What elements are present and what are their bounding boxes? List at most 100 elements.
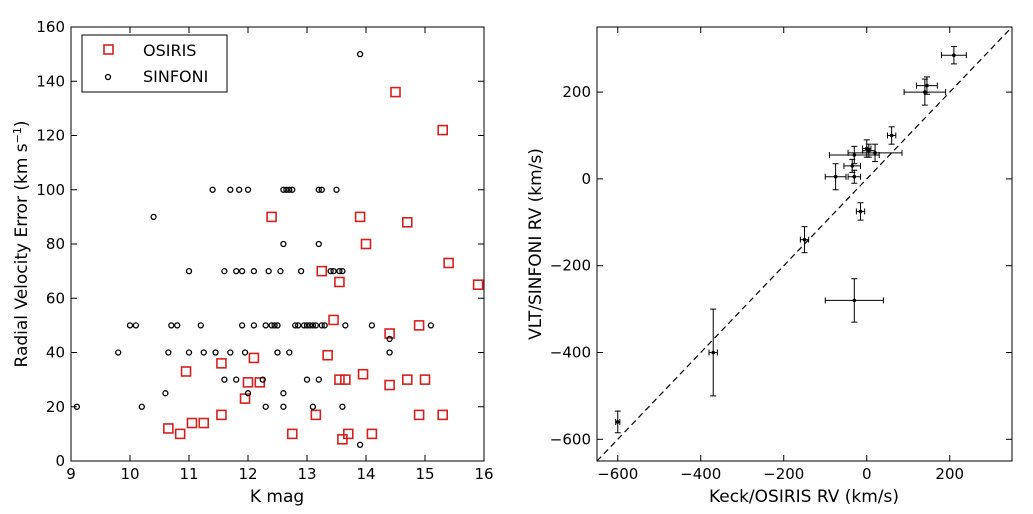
sinfoni-point bbox=[233, 267, 240, 275]
osiris-point bbox=[384, 328, 395, 339]
legend-sinfoni-label: SINFONI bbox=[143, 67, 208, 86]
sinfoni-point bbox=[356, 441, 364, 448]
sinfoni-point bbox=[327, 267, 334, 275]
right-comparison-panel: −600 −400 −200 0 200 −600 −400 −200 0 200 Keck/OS… bbox=[526, 26, 1013, 507]
errorbar-point bbox=[847, 169, 862, 184]
sinfoni-point bbox=[197, 322, 204, 329]
sinfoni-point bbox=[238, 322, 246, 329]
sinfoni-point bbox=[339, 267, 346, 275]
data-point bbox=[850, 164, 855, 168]
legend-sinfoni-marker bbox=[104, 73, 112, 81]
right-x-tick-label: −400 bbox=[680, 465, 721, 483]
errorbar-point bbox=[824, 163, 847, 191]
sinfoni-point bbox=[280, 186, 287, 193]
errorbar-point bbox=[855, 202, 866, 221]
osiris-point bbox=[390, 86, 401, 98]
left-y-axis-label-unit-exp: −1 bbox=[11, 127, 24, 143]
left-y-tick-label: 20 bbox=[46, 398, 65, 416]
errorbar-point bbox=[940, 46, 967, 65]
legend-osiris-marker bbox=[103, 44, 114, 55]
sinfoni-point bbox=[300, 322, 308, 329]
sinfoni-point bbox=[309, 403, 317, 410]
left-x-tick-label: 14 bbox=[356, 465, 375, 483]
errorbar-point bbox=[847, 143, 903, 163]
right-x-axis-label: Keck/OSIRIS RV (km/s) bbox=[709, 487, 899, 507]
left-y-tick-label: 80 bbox=[46, 235, 65, 253]
sinfoni-point bbox=[185, 349, 193, 356]
osiris-point bbox=[334, 276, 345, 288]
left-x-tick-label: 16 bbox=[474, 465, 493, 483]
sinfoni-point bbox=[227, 349, 234, 356]
osiris-point bbox=[216, 358, 227, 369]
left-y-axis-label-end: ) bbox=[12, 120, 32, 127]
sinfoni-point bbox=[333, 186, 340, 193]
legend-osiris-label: OSIRIS bbox=[143, 41, 196, 60]
sinfoni-point bbox=[138, 403, 145, 410]
osiris-point bbox=[472, 279, 484, 290]
sinfoni-point bbox=[235, 186, 243, 193]
legend: OSIRIS SINFONI bbox=[81, 34, 228, 93]
right-y-tick-label: 0 bbox=[581, 170, 591, 188]
errorbar-point bbox=[614, 410, 621, 434]
right-axis-ticks: −600 −400 −200 0 200 −600 −400 −200 0 200 bbox=[550, 27, 1012, 483]
sinfoni-point bbox=[265, 267, 272, 275]
sinfoni-point bbox=[292, 322, 299, 329]
sinfoni-point bbox=[356, 50, 364, 58]
sinfoni-point bbox=[241, 349, 249, 356]
sinfoni-point bbox=[212, 349, 219, 356]
right-x-tick-label: 0 bbox=[862, 465, 872, 483]
sinfoni-point bbox=[200, 349, 207, 356]
sinfoni-point bbox=[126, 322, 134, 329]
sinfoni-point bbox=[368, 322, 376, 329]
sinfoni-point bbox=[244, 186, 252, 193]
data-point bbox=[867, 148, 871, 153]
left-y-tick-label: 120 bbox=[36, 127, 65, 145]
right-y-tick-label: −400 bbox=[550, 344, 591, 362]
sinfoni-point bbox=[244, 390, 252, 397]
sinfoni-point bbox=[321, 322, 328, 329]
osiris-point bbox=[242, 377, 254, 388]
right-x-tick-label: −200 bbox=[763, 465, 804, 483]
sinfoni-point bbox=[271, 322, 278, 329]
sinfoni-point bbox=[277, 267, 284, 275]
osiris-point bbox=[357, 368, 369, 380]
right-plot-frame bbox=[596, 26, 1013, 462]
osiris-point bbox=[340, 374, 351, 385]
data-point bbox=[873, 151, 877, 155]
data-point bbox=[833, 174, 838, 179]
sinfoni-point bbox=[262, 403, 269, 410]
data-point bbox=[925, 83, 929, 88]
osiris-point bbox=[180, 366, 192, 377]
right-y-tick-label: 200 bbox=[562, 83, 591, 101]
osiris-point bbox=[437, 409, 449, 421]
right-y-axis-label: VLT/SINFONI RV (km/s) bbox=[526, 148, 546, 340]
osiris-point bbox=[337, 433, 348, 445]
errorbar-point bbox=[828, 145, 880, 165]
sinfoni-point bbox=[221, 376, 228, 383]
sinfoni-point bbox=[297, 267, 305, 275]
right-x-tick-label: −600 bbox=[597, 465, 638, 483]
sinfoni-point bbox=[342, 322, 349, 329]
osiris-point bbox=[401, 374, 413, 385]
sinfoni-point bbox=[315, 186, 322, 193]
errorbar-point bbox=[916, 76, 938, 95]
errorbar-point bbox=[799, 226, 810, 254]
sinfoni-point bbox=[318, 186, 325, 193]
data-point bbox=[615, 420, 620, 424]
left-x-tick-label: 11 bbox=[179, 465, 198, 483]
sinfoni-point bbox=[427, 322, 435, 329]
sinfoni-point bbox=[303, 322, 311, 329]
osiris-point bbox=[354, 211, 366, 223]
osiris-point bbox=[419, 374, 431, 385]
sinfoni-point bbox=[185, 267, 193, 275]
sinfoni-point bbox=[330, 267, 337, 275]
left-y-tick-label: 160 bbox=[36, 18, 65, 36]
left-y-tick-label: 40 bbox=[46, 344, 65, 362]
sinfoni-point bbox=[165, 349, 172, 356]
left-y-tick-label: 140 bbox=[36, 72, 65, 90]
left-y-axis-label-main: Radial Velocity Error (km s bbox=[12, 143, 32, 367]
data-point bbox=[711, 350, 715, 355]
right-x-tick-label: 200 bbox=[935, 465, 964, 483]
